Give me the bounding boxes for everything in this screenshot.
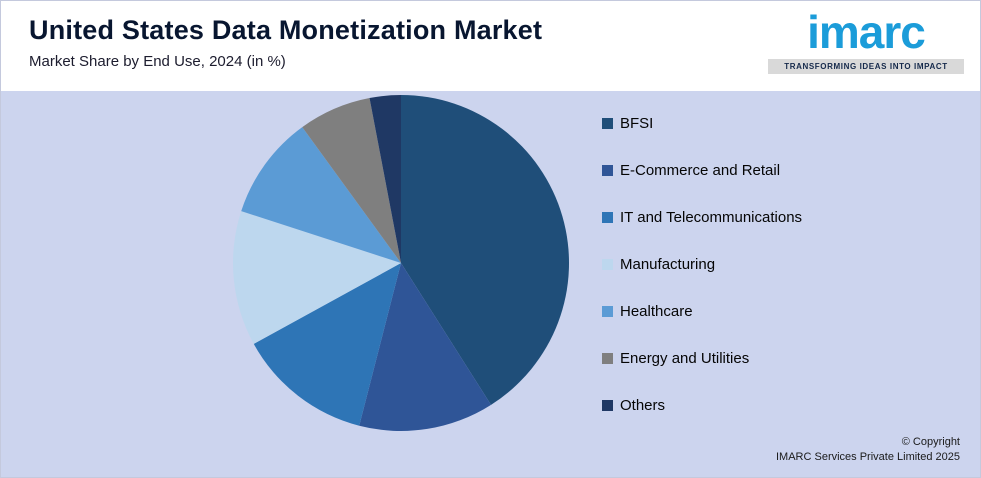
legend-item-it-and-telecommunications: IT and Telecommunications	[602, 209, 802, 226]
legend-item-others: Others	[602, 397, 802, 414]
legend-item-manufacturing: Manufacturing	[602, 256, 802, 273]
title-block: United States Data Monetization Market M…	[29, 15, 542, 70]
pie-slice-healthcare	[241, 127, 401, 263]
pie-slice-energy-and-utilities	[302, 97, 401, 263]
page-title: United States Data Monetization Market	[29, 15, 543, 45]
legend-swatch	[602, 400, 613, 411]
legend-label: Energy and Utilities	[620, 350, 750, 367]
pie-slice-e-commerce-and-retail	[359, 263, 492, 431]
pie-slice-manufacturing	[233, 211, 401, 344]
pie-slice-bfsi	[401, 95, 570, 405]
pie-chart-area	[231, 93, 571, 433]
legend-item-energy-and-utilities: Energy and Utilities	[602, 350, 802, 367]
legend-swatch	[602, 259, 613, 270]
copyright-footer: © Copyright IMARC Services Private Limit…	[776, 435, 960, 465]
legend-label: Others	[620, 397, 666, 414]
legend-item-healthcare: Healthcare	[602, 303, 802, 320]
logo-tagline: TRANSFORMING IDEAS INTO IMPACT	[768, 59, 964, 74]
copyright-line1: © Copyright	[901, 436, 960, 449]
legend-swatch	[602, 118, 613, 129]
pie-chart	[233, 95, 570, 431]
header-band	[1, 1, 980, 91]
legend-swatch	[602, 353, 613, 364]
page-subtitle: Market Share by End Use, 2024 (in %)	[29, 53, 286, 70]
pie-slice-it-and-telecommunications	[253, 263, 401, 426]
imarc-logo: imarc TRANSFORMING IDEAS INTO IMPACT	[768, 9, 964, 74]
copyright-line2: IMARC Services Private Limited 2025	[775, 451, 960, 464]
pie-slice-others	[369, 95, 401, 263]
legend-swatch	[602, 165, 613, 176]
legend-label: IT and Telecommunications	[620, 209, 803, 226]
legend: BFSI E-Commerce and Retail IT and Telecomm…	[602, 115, 802, 414]
legend-label: BFSI	[620, 115, 654, 132]
legend-item-bfsi: BFSI	[602, 115, 802, 132]
legend-label: E-Commerce and Retail	[620, 162, 781, 179]
legend-item-e-commerce-and-retail: E-Commerce and Retail	[602, 162, 802, 179]
legend-label: Manufacturing	[620, 256, 716, 273]
legend-swatch	[602, 212, 613, 223]
legend-label: Healthcare	[620, 303, 693, 320]
legend-swatch	[602, 306, 613, 317]
imarc-wordmark-icon: imarc	[807, 6, 926, 58]
